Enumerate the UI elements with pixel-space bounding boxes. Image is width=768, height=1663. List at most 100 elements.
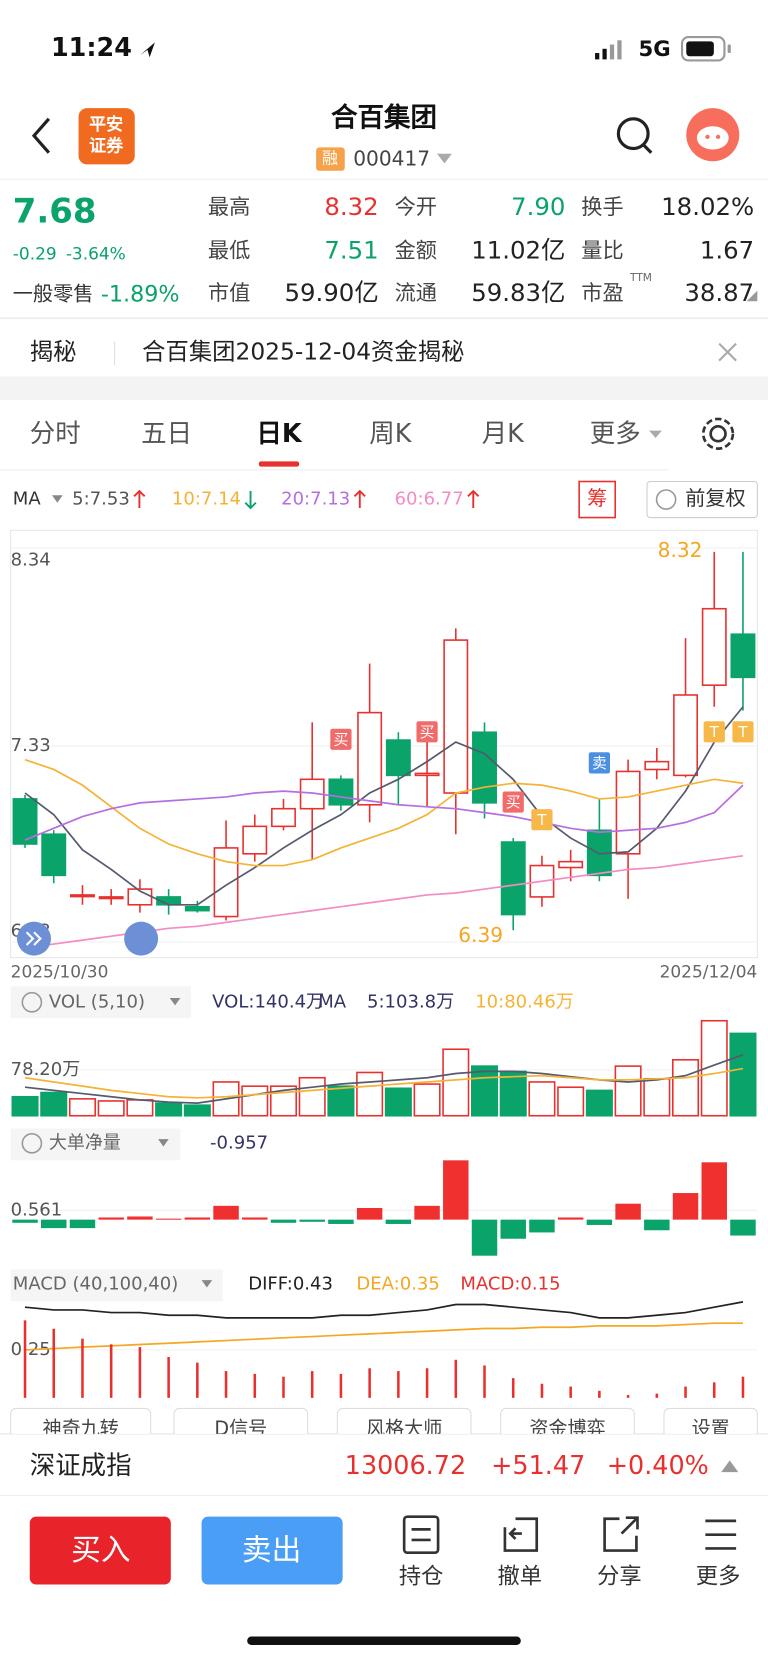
readout: VOL:140.4万 <box>212 991 324 1012</box>
tool-button[interactable] <box>10 1407 152 1446</box>
candle-body <box>385 739 411 777</box>
battery-icon <box>680 36 731 62</box>
ma-dropdown[interactable] <box>52 495 63 503</box>
price: 7.68 <box>13 193 97 232</box>
macd-bar <box>626 1395 630 1398</box>
net-bar <box>529 1219 555 1233</box>
macd-bar <box>81 1338 84 1398</box>
notice-close[interactable] <box>718 342 737 362</box>
macd-bar <box>253 1373 257 1398</box>
x-tick-label: 2025/12/04 <box>660 962 758 982</box>
trend-arrow <box>244 491 257 510</box>
chip-label: 筹 <box>587 486 607 510</box>
tab: 更多 <box>590 419 641 449</box>
tab: 五日 <box>141 419 192 449</box>
home-indicator <box>247 1636 521 1645</box>
settings-button[interactable] <box>701 417 735 450</box>
buy-label: 买入 <box>71 1533 130 1568</box>
trend-arrow <box>467 489 480 509</box>
field-value: 59.90亿 <box>285 278 379 307</box>
macd-line <box>24 1322 744 1351</box>
readout: -0.957 <box>210 1132 268 1153</box>
volume-bar <box>11 1095 39 1117</box>
field-value: 38.87 <box>684 278 754 307</box>
tool-button[interactable] <box>500 1407 635 1446</box>
chip-box[interactable] <box>578 480 617 519</box>
search-button[interactable] <box>616 117 653 154</box>
status-time: 11:24 <box>51 33 132 63</box>
panel-title: VOL (5,10) <box>49 991 145 1012</box>
volume-bar <box>68 1098 96 1117</box>
net-bar <box>586 1219 613 1225</box>
panel-title: 大单净量 <box>49 1132 121 1153</box>
legend-entry: DEA:0.35 <box>356 1273 439 1294</box>
spacer <box>0 376 768 400</box>
buy-button[interactable] <box>29 1516 171 1585</box>
volume-bar <box>126 1099 154 1117</box>
candle-body <box>730 633 756 679</box>
index-value: 13006.72 <box>345 1451 466 1481</box>
field-label: 金额 <box>395 238 437 263</box>
candle-body <box>213 847 239 918</box>
volume-bar <box>327 1085 355 1117</box>
ma-line <box>24 784 744 841</box>
code-dropdown[interactable] <box>437 153 452 164</box>
volume-bar <box>384 1087 412 1117</box>
volume-bar <box>40 1091 68 1117</box>
status-network: 5G <box>639 37 671 62</box>
avatar-button[interactable] <box>686 108 740 162</box>
legend-entry: 60:6.77 <box>395 489 464 510</box>
volume-bar <box>729 1032 757 1117</box>
candle-body <box>673 694 698 777</box>
indicator-label: MA <box>13 489 42 510</box>
macd-bar <box>712 1382 716 1398</box>
volume-bar <box>585 1089 613 1117</box>
sector: 一般零售 <box>13 281 94 305</box>
net-bar <box>155 1218 182 1220</box>
x-tick-label: 2025/10/30 <box>11 962 109 982</box>
expand-icon <box>25 931 42 946</box>
ma-line <box>24 1054 744 1104</box>
net-bar <box>98 1217 124 1220</box>
adjust-box[interactable] <box>646 480 758 519</box>
tool-button[interactable] <box>663 1407 758 1446</box>
signal-box <box>330 728 352 750</box>
signal-box <box>531 809 553 831</box>
field-label: 量比 <box>581 238 623 263</box>
back-button[interactable] <box>31 117 51 154</box>
volume-bar <box>614 1065 642 1117</box>
field-value: 7.51 <box>324 235 378 264</box>
tab: 分时 <box>30 419 81 449</box>
signal: 买 <box>506 794 521 811</box>
field-label: 最高 <box>208 195 250 220</box>
field-value: 11.02亿 <box>471 235 565 264</box>
macd-bar <box>598 1390 601 1398</box>
trend-arrow <box>353 489 366 509</box>
sell-button[interactable] <box>201 1516 343 1585</box>
macd-bar <box>741 1376 745 1398</box>
tool-label: 资金博弈 <box>529 1417 605 1440</box>
macd-bar <box>397 1371 400 1398</box>
action-label: 更多 <box>696 1564 741 1590</box>
net-bar <box>672 1193 699 1220</box>
tool-button[interactable] <box>173 1407 309 1446</box>
macd-bar <box>109 1344 113 1398</box>
legend-entry: MACD:0.15 <box>460 1273 560 1294</box>
info-icon <box>21 1132 43 1154</box>
macd-bar <box>511 1378 515 1398</box>
legend-entry: 10:80.46万 <box>475 991 574 1012</box>
index-change-pct: +0.40% <box>607 1451 709 1481</box>
net-bar <box>500 1219 526 1239</box>
index-expand[interactable] <box>721 1460 739 1473</box>
tab: 周K <box>369 419 412 449</box>
legend-entry: 20:7.13 <box>281 489 350 510</box>
volume-bar <box>413 1083 441 1117</box>
volume-bar <box>470 1065 499 1117</box>
kline-frame <box>10 529 758 959</box>
tool-button[interactable] <box>336 1407 472 1446</box>
volume-bar <box>298 1076 326 1117</box>
volume-bar <box>557 1086 585 1117</box>
signal-box <box>703 721 725 743</box>
net-bar <box>328 1219 354 1224</box>
